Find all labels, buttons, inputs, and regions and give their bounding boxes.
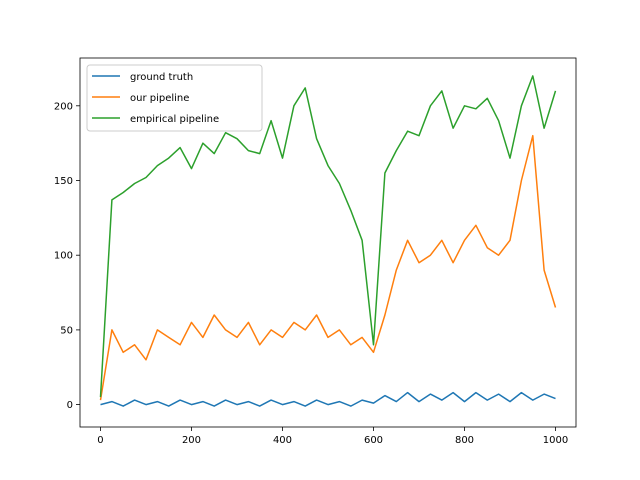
y-tick-label: 150 (54, 176, 73, 187)
x-tick-label: 0 (97, 435, 103, 446)
x-tick-label: 400 (273, 435, 292, 446)
legend-label: ground truth (130, 72, 193, 83)
axes-layer: 0 200 400 600 800 1000 0 50 100 150 200 (54, 57, 577, 446)
legend-box (86, 64, 263, 132)
plot-frame (79, 57, 577, 428)
x-tick-label: 800 (455, 435, 474, 446)
y-tick-label: 0 (67, 400, 73, 411)
series-line-our-pipeline (99, 134, 557, 401)
x-tick-label: 1000 (543, 435, 568, 446)
series-line-empirical-pipeline (99, 75, 557, 398)
legend-label: our pipeline (130, 93, 189, 104)
y-tick-label: 200 (54, 101, 73, 112)
y-tick-label: 100 (54, 251, 73, 262)
legend: ground truth our pipeline empirical pipeli… (86, 64, 263, 132)
y-tick-label: 50 (60, 325, 73, 336)
x-tick-label: 600 (364, 435, 383, 446)
x-tick-label: 200 (182, 435, 201, 446)
series-line-ground-truth (100, 391, 556, 407)
series-layer (99, 75, 557, 407)
legend-label: empirical pipeline (130, 114, 219, 125)
